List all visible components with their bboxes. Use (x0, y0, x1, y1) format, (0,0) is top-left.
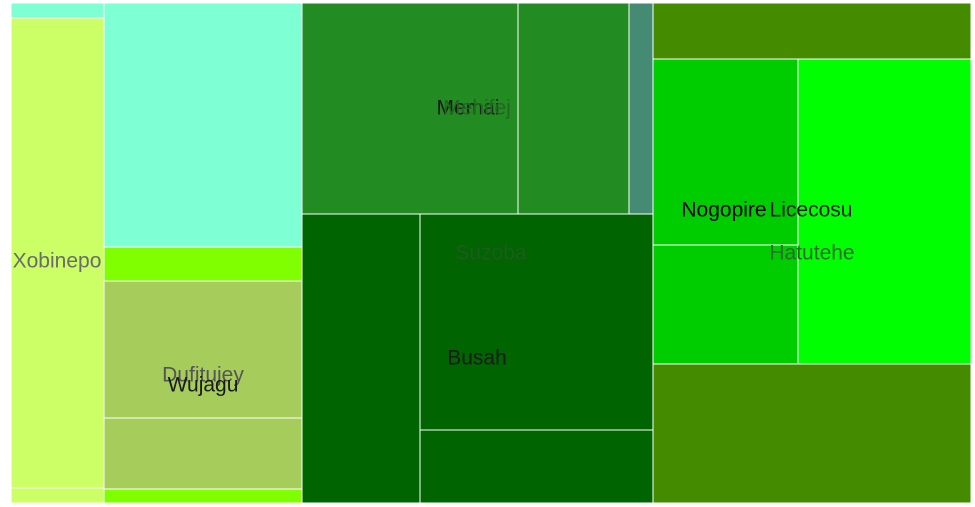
treemap-tile[interactable] (517, 2, 630, 215)
group-suzoba (301, 213, 654, 504)
treemap-tile[interactable] (301, 213, 421, 504)
treemap-tile-mehifej[interactable] (301, 2, 519, 215)
treemap-tile[interactable] (652, 244, 799, 365)
label-layer: Hatutehe Suzoba Memai Dufitujey Xobinepo Wuja… (13, 97, 855, 397)
tile-label-wujagu: Wujagu (168, 374, 239, 397)
group-xobinepo (10, 2, 105, 504)
treemap-tile-nogopire[interactable] (652, 58, 799, 246)
tile-label-licecosu: Licecosu (770, 199, 853, 222)
tile-label-busah: Busah (447, 347, 507, 370)
treemap-tile[interactable] (10, 2, 105, 19)
treemap-tile[interactable] (628, 2, 654, 215)
treemap-tile-licecosu[interactable] (797, 58, 972, 365)
group-memai (301, 2, 654, 215)
tile-label-mehifej: Mehifej (443, 97, 511, 120)
treemap-tile[interactable] (103, 246, 303, 282)
treemap-tile[interactable] (103, 2, 303, 248)
group-label-hatutehe: Hatutehe (769, 242, 854, 265)
treemap-tile[interactable] (10, 487, 105, 504)
group-label-suzoba: Suzoba (455, 242, 527, 265)
tile-label-nogopire: Nogopire (681, 199, 766, 222)
treemap-tile[interactable] (10, 17, 105, 489)
group-label-xobinepo: Xobinepo (13, 250, 102, 273)
group-hatutehe (652, 2, 972, 504)
treemap-tile[interactable] (419, 429, 654, 504)
treemap-tile-wujagu[interactable] (103, 280, 303, 419)
group-dufitujey (103, 2, 303, 504)
treemap-tile[interactable] (652, 363, 972, 504)
treemap-tile[interactable] (652, 2, 972, 60)
treemap-tile[interactable] (103, 417, 303, 490)
group-label-memai: Memai (436, 97, 499, 120)
group-label-dufitujey: Dufitujey (162, 364, 244, 387)
tile-layer (10, 2, 972, 504)
treemap-tile[interactable] (103, 488, 303, 504)
treemap-tile-busah[interactable] (419, 213, 654, 431)
